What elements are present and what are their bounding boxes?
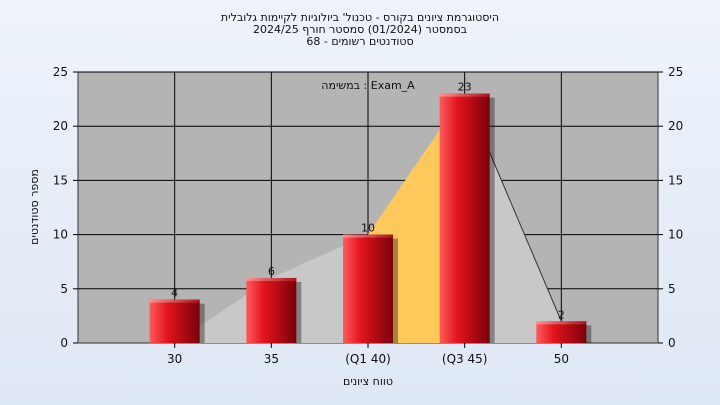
bar-label-0: 4: [171, 287, 178, 300]
chart-title-line-2: בסמסטר (01/2024) סמסטר חורף 2024/25: [253, 23, 467, 36]
ytick-label-left-2: 10: [53, 228, 68, 242]
bar-label-4: 2: [558, 308, 565, 321]
bar-top-4: [536, 321, 587, 325]
ytick-label-right-3: 15: [668, 173, 683, 187]
bar-top-3: [439, 93, 490, 97]
bar-top-0: [149, 299, 200, 303]
bar-top-1: [246, 277, 297, 281]
bar-2: [343, 234, 393, 343]
chart-title-line-1: היסטוגרמת ציונים בקורס - טכנול' ביולוגיו…: [220, 11, 500, 24]
xtick-label-2: (Q1 40): [345, 352, 391, 366]
data-labels: 4 6 10 23 2: [171, 81, 565, 322]
bar-3: [439, 93, 490, 344]
ytick-label-left-0: 0: [60, 336, 68, 350]
bar-1: [246, 277, 297, 343]
xtick-label-3: (Q3 45): [442, 352, 488, 366]
ytick-label-right-2: 10: [668, 228, 683, 242]
y-axis-left: 0 5 10 15 20 25: [53, 65, 78, 350]
bar-label-3: 23: [458, 81, 472, 94]
ytick-label-left-5: 25: [53, 65, 68, 79]
ytick-label-right-1: 5: [668, 282, 676, 296]
bar-top-2: [343, 234, 393, 238]
x-axis-title: טווח ציונים: [343, 375, 393, 388]
ytick-label-left-1: 5: [60, 282, 68, 296]
bar-label-1: 6: [268, 265, 275, 278]
y-axis-right: 0 5 10 15 20 25: [658, 65, 683, 350]
ytick-label-left-3: 15: [53, 173, 68, 187]
ytick-label-right-0: 0: [668, 336, 676, 350]
xtick-label-1: 35: [264, 352, 279, 366]
xtick-label-0: 30: [167, 352, 182, 366]
ytick-label-right-5: 25: [668, 65, 683, 79]
chart-title-line-3: סטודנטים רשומים - 68: [306, 35, 414, 48]
task-label: במשימה : Exam_A: [321, 79, 415, 92]
ytick-label-right-4: 20: [668, 119, 683, 133]
bar-4: [536, 321, 587, 343]
bars-group: [149, 93, 592, 344]
xtick-label-4: 50: [554, 352, 569, 366]
bar-label-2: 10: [361, 222, 375, 235]
bar-0: [149, 299, 200, 343]
x-axis: 30 35 (Q1 40) (Q3 45) 50: [167, 343, 569, 366]
ytick-label-left-4: 20: [53, 119, 68, 133]
y-axis-title: מספר סטודנטים: [28, 169, 41, 245]
